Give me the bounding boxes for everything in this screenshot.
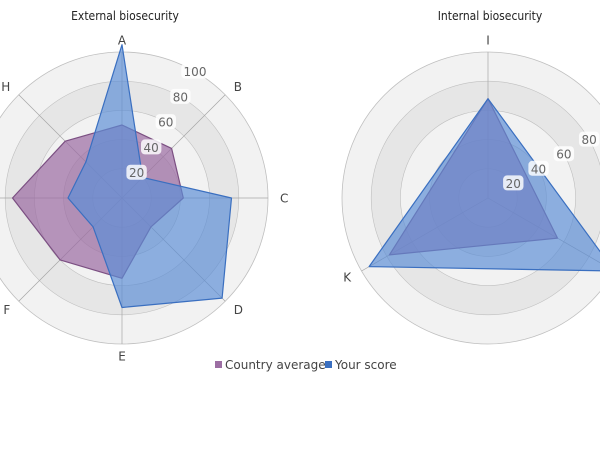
chart-title-internal: Internal biosecurity [438,9,543,23]
tick-label-bg-60 [155,114,176,130]
tick-label-bg-80 [578,131,600,147]
radar-series-your-score [67,44,233,309]
tick-label-80: 80 [582,133,597,147]
tick-label-80: 80 [173,90,188,104]
legend-label-your-score: Your score [334,358,397,372]
tick-label-bg-60 [553,146,575,162]
category-label-c: C [280,192,288,206]
tick-label-bg-100 [181,63,209,79]
radar-category-labels: ABCDEFGH [1,34,288,364]
tick-label-60: 60 [556,148,571,162]
tick-label-bg-20 [503,175,524,191]
radar-category-labels: IJK [343,34,490,285]
tick-label-20: 20 [506,177,521,191]
radar-chart-internal: 20 40 60 80 IJK [341,34,600,345]
tick-label-40: 40 [144,141,159,155]
tick-label-60: 60 [158,116,173,130]
category-label-d: D [234,303,243,317]
category-label-k: K [343,271,352,285]
legend-swatch-your-score [325,361,332,368]
tick-label-bg-80 [170,88,191,104]
tick-label-20: 20 [129,166,144,180]
radar-series-group [368,98,600,272]
tick-label-40: 40 [531,162,546,176]
tick-label-bg-40 [528,160,549,176]
category-label-i: I [486,34,490,48]
category-label-b: B [234,80,242,94]
category-label-e: E [118,350,126,364]
chart-legend: Country average Your score [215,358,397,372]
radar-tick-labels: 20 40 60 80 [503,131,600,191]
radar-series-group [11,44,233,309]
category-label-h: H [1,80,10,94]
legend-swatch-country-average [215,361,222,368]
category-label-f: F [3,303,10,317]
tick-label-100: 100 [184,65,207,79]
tick-label-bg-40 [141,139,162,155]
category-label-a: A [118,34,127,48]
chart-title-external: External biosecurity [71,9,179,23]
legend-label-country-average: Country average [225,358,326,372]
radar-series-your-score [368,98,600,272]
tick-label-bg-20 [126,164,147,180]
